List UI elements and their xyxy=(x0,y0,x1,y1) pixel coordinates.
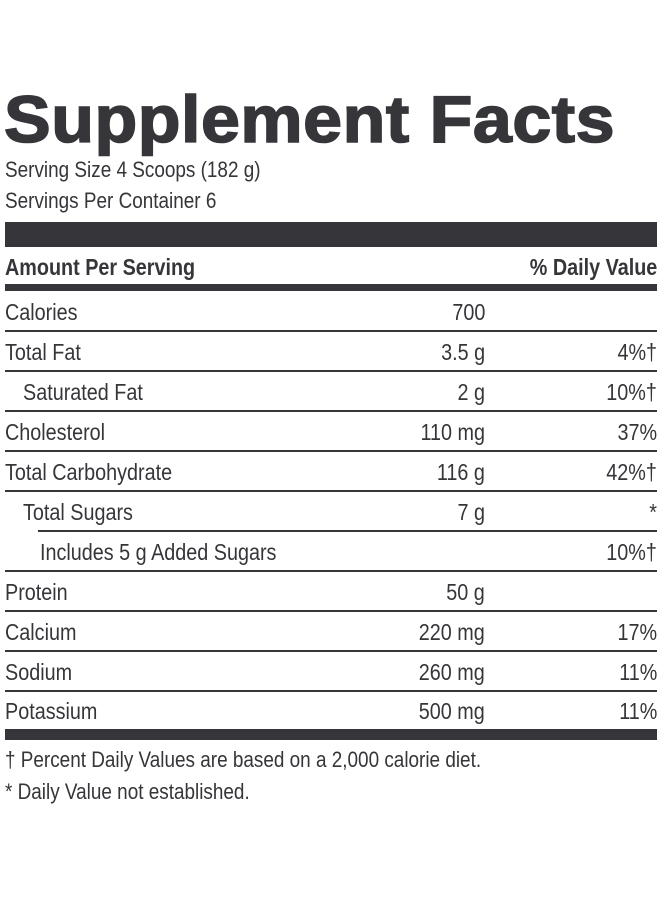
nutrient-amount: 116 g xyxy=(436,459,485,485)
nutrient-amount: 110 mg xyxy=(420,419,485,445)
nutrient-amount: 260 mg xyxy=(419,659,485,685)
nutrient-amount: 220 mg xyxy=(419,619,485,645)
nutrient-daily-value: 4%† xyxy=(617,339,657,365)
nutrient-daily-value: * xyxy=(649,499,657,525)
nutrient-row-cholesterol: Cholesterol 110 mg 37% xyxy=(5,412,657,452)
nutrient-name: Total Carbohydrate xyxy=(5,459,173,485)
nutrient-daily-value: 11% xyxy=(618,698,657,724)
nutrient-name: Protein xyxy=(5,579,68,605)
nutrient-daily-value: 37% xyxy=(617,419,657,445)
nutrient-row-calcium: Calcium 220 mg 17% xyxy=(5,612,657,652)
nutrient-daily-value: 11% xyxy=(618,659,657,685)
nutrient-row-sodium: Sodium 260 mg 11% xyxy=(5,652,657,692)
thick-divider-bottom xyxy=(5,729,657,740)
nutrient-name: Cholesterol xyxy=(5,419,106,445)
nutrient-name: Total Fat xyxy=(5,339,81,365)
row-divider xyxy=(5,450,657,452)
row-divider xyxy=(38,530,657,532)
row-divider xyxy=(5,610,657,612)
servings-per-container: Servings Per Container 6 xyxy=(5,188,217,213)
nutrient-name: Calcium xyxy=(5,619,77,645)
footnote-daily-values: † Percent Daily Values are based on a 2,… xyxy=(5,747,482,772)
nutrient-row-added-sugars: Includes 5 g Added Sugars 10%† xyxy=(5,532,657,572)
nutrient-daily-value: 10%† xyxy=(606,539,657,565)
nutrient-row-total-carbohydrate: Total Carbohydrate 116 g 42%† xyxy=(5,452,657,492)
nutrient-row-potassium: Potassium 500 mg 11% xyxy=(5,691,657,729)
nutrient-row-total-sugars: Total Sugars 7 g * xyxy=(5,492,657,532)
nutrient-name: Saturated Fat xyxy=(23,379,143,405)
column-header: Amount Per Serving % Daily Value xyxy=(5,252,657,282)
row-divider xyxy=(5,650,657,652)
nutrient-name: Sodium xyxy=(5,659,73,685)
nutrient-name: Calories xyxy=(5,299,78,325)
medium-divider xyxy=(5,284,657,291)
nutrient-row-total-fat: Total Fat 3.5 g 4%† xyxy=(5,332,657,372)
row-divider xyxy=(5,570,657,572)
nutrient-daily-value: 17% xyxy=(617,619,657,645)
row-divider xyxy=(5,410,657,412)
amount-per-serving-header: Amount Per Serving xyxy=(5,254,196,280)
nutrient-amount: 7 g xyxy=(457,499,485,525)
nutrient-name: Potassium xyxy=(5,698,98,724)
nutrient-amount: 700 xyxy=(451,299,485,325)
nutrient-row-protein: Protein 50 g xyxy=(5,572,657,612)
thick-divider-top xyxy=(5,222,657,247)
row-divider xyxy=(5,690,657,692)
nutrient-row-calories: Calories 700 xyxy=(5,292,657,332)
label-title: Supplement Facts xyxy=(3,82,616,156)
serving-size: Serving Size 4 Scoops (182 g) xyxy=(5,157,261,182)
footnote-not-established: * Daily Value not established. xyxy=(5,779,250,804)
row-divider xyxy=(5,370,657,372)
daily-value-header: % Daily Value xyxy=(529,254,657,280)
nutrient-name: Includes 5 g Added Sugars xyxy=(40,539,277,565)
nutrient-daily-value: 10%† xyxy=(606,379,657,405)
row-divider xyxy=(5,330,657,332)
row-divider xyxy=(5,490,657,492)
nutrient-amount: 50 g xyxy=(446,579,485,605)
nutrient-amount: 500 mg xyxy=(419,698,485,724)
nutrient-row-saturated-fat: Saturated Fat 2 g 10%† xyxy=(5,372,657,412)
nutrient-name: Total Sugars xyxy=(23,499,133,525)
nutrient-amount: 2 g xyxy=(457,379,485,405)
nutrient-amount: 3.5 g xyxy=(441,339,485,365)
nutrient-daily-value: 42%† xyxy=(606,459,657,485)
